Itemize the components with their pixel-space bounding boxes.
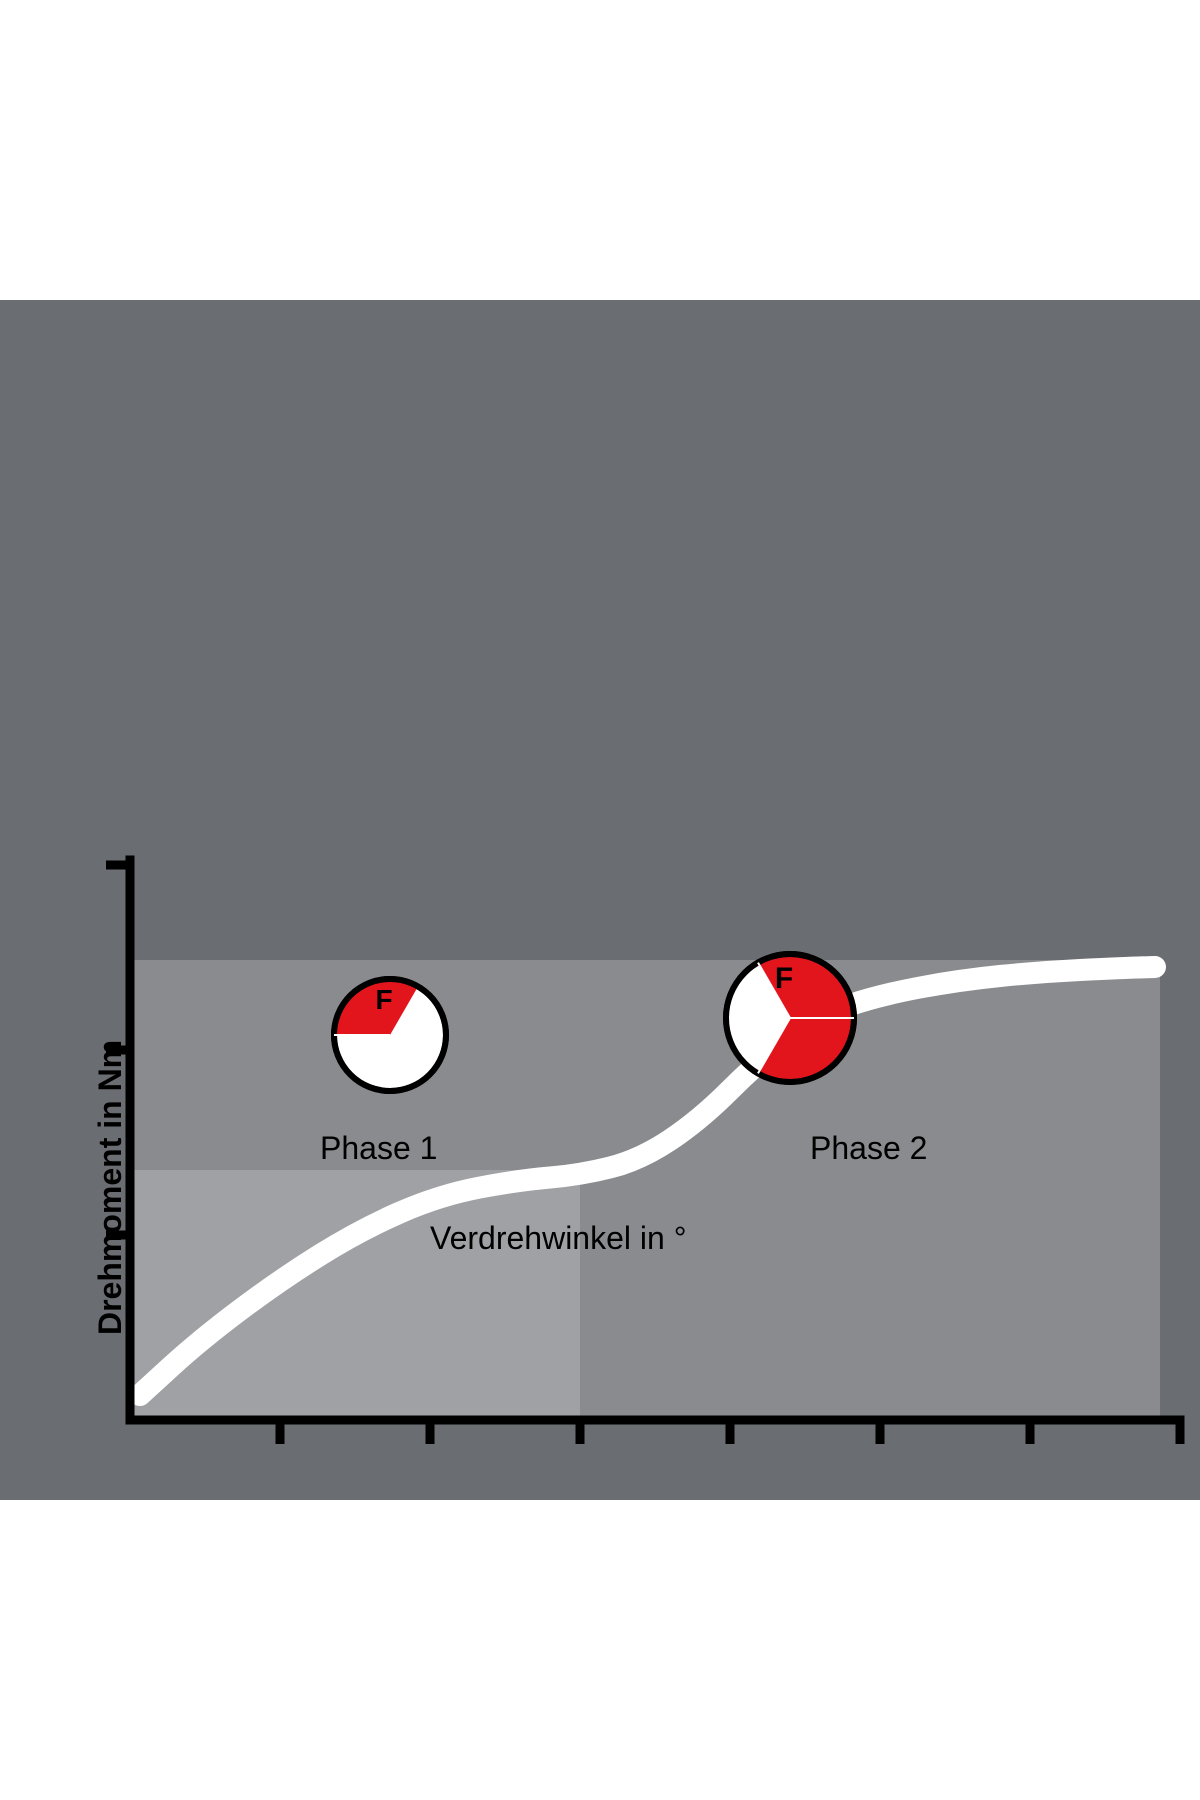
chart-panel: FF Drehmoment in Nm Verdrehwinkel in ° P…: [0, 300, 1200, 1500]
x-axis-label: Verdrehwinkel in °: [430, 1220, 686, 1257]
phase1-region: [130, 1170, 580, 1420]
gauge-letter: F: [775, 962, 793, 995]
phase2-label: Phase 2: [810, 1130, 927, 1167]
gauge-letter: F: [375, 984, 392, 1015]
chart-svg: FF: [0, 300, 1200, 1500]
gauge-phase2: F: [726, 954, 854, 1082]
y-axis-label: Drehmoment in Nm: [92, 1040, 129, 1335]
gauge-phase1: F: [334, 979, 446, 1091]
phase1-label: Phase 1: [320, 1130, 437, 1167]
stage: FF Drehmoment in Nm Verdrehwinkel in ° P…: [0, 0, 1200, 1800]
